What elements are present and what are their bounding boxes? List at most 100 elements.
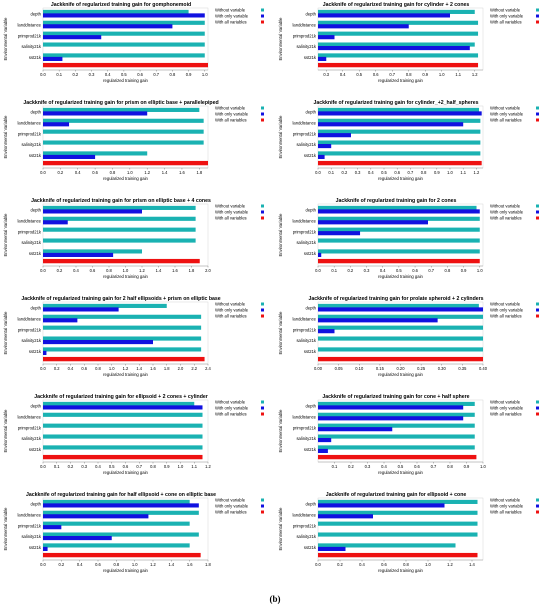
category-label-depth: depth — [306, 306, 317, 311]
bar-with-only-depth — [318, 307, 483, 312]
bar-without-landdistance — [43, 20, 205, 25]
legend-label-with-all-variables: With all variables — [215, 118, 247, 123]
jackknife-chart-12: Jackknife of regularized training gain f… — [278, 490, 550, 590]
bar-with-only-sst21k — [318, 56, 327, 62]
x-tick-label: 1.2 — [447, 562, 453, 567]
bar-without-depth — [318, 9, 475, 14]
bar-with-only-depth — [318, 405, 464, 410]
category-label-landdistance: landdistance — [292, 316, 316, 321]
x-tick-label: 1.0 — [202, 72, 208, 77]
legend-label-with-only-variable: With only variable — [490, 406, 524, 411]
bar-with-only-landdistance — [43, 24, 173, 29]
y-axis-label: Environmental Variable — [278, 115, 283, 159]
x-tick-label: 0.15 — [376, 366, 385, 371]
x-tick-label: 0.0 — [40, 170, 46, 175]
x-tick-label: 0.2 — [73, 72, 79, 77]
bar-with-only-primprod21k — [318, 35, 335, 40]
x-tick-label: 1.6 — [172, 268, 178, 273]
x-tick-label: 0.1 — [54, 464, 60, 469]
bar-with-only-salinity21k — [318, 437, 332, 443]
x-tick-label: 0.4 — [75, 170, 81, 175]
category-label-salinity21k: salinity21k — [296, 142, 316, 147]
bar-without-sst21k — [318, 53, 479, 58]
legend-swatch-with-only-variable — [261, 14, 264, 18]
chart-title: Jackknife of regularized training gain f… — [313, 100, 478, 106]
category-label-primprod21k: primprod21k — [293, 327, 317, 332]
bar-without-depth — [318, 499, 478, 504]
x-tick-label: 0.8 — [445, 268, 451, 273]
x-tick-label: 0.2 — [342, 170, 348, 175]
bar-without-sst21k — [318, 445, 475, 450]
x-tick-label: 2.4 — [205, 366, 211, 371]
bar-without-landdistance — [318, 314, 483, 319]
legend-swatch-without-variable — [536, 8, 539, 12]
bar-with-only-primprod21k — [318, 231, 361, 236]
legend-swatch-with-all-variables — [536, 314, 539, 318]
legend-swatch-without-variable — [536, 400, 539, 404]
x-tick-label: 1.0 — [127, 170, 133, 175]
bar-with-all-variables — [43, 258, 200, 264]
y-axis-label: Environmental Variable — [3, 507, 8, 551]
x-tick-label: 0.4 — [77, 562, 83, 567]
bar-with-only-landdistance — [318, 416, 464, 421]
legend-label-without-variable: Without variable — [490, 400, 521, 405]
bar-with-only-sst21k — [318, 154, 325, 160]
x-axis-label: regularized training gain — [378, 274, 423, 279]
chart-title: Jackknife of regularized training gain f… — [322, 394, 469, 400]
bar-with-only-primprod21k — [43, 35, 102, 40]
jackknife-chart-4: Jackknife of regularized training gain f… — [278, 98, 550, 198]
x-tick-label: 0.2 — [348, 464, 354, 469]
legend-swatch-with-all-variables — [261, 314, 264, 318]
bar-without-landdistance — [318, 510, 478, 515]
x-tick-label: 0.05 — [335, 366, 344, 371]
x-tick-label: 0.5 — [356, 72, 362, 77]
x-tick-label: 0.6 — [373, 72, 379, 77]
category-label-sst21k: sst21k — [304, 349, 317, 354]
x-tick-label: 0.2 — [58, 562, 64, 567]
category-label-primprod21k: primprod21k — [18, 327, 42, 332]
x-axis-label: regularized training gain — [103, 372, 148, 377]
bar-with-all-variables — [318, 356, 483, 362]
bar-with-only-depth — [318, 13, 450, 18]
x-tick-label: 0.0 — [40, 464, 46, 469]
bar-without-primprod21k — [43, 423, 203, 428]
x-tick-label: 0.00 — [314, 366, 323, 371]
x-tick-label: 1.0 — [480, 464, 486, 469]
legend-swatch-without-variable — [536, 302, 539, 306]
bar-with-only-sst21k — [318, 448, 328, 454]
legend-swatch-with-only-variable — [261, 308, 264, 312]
bar-with-only-salinity21k — [318, 45, 470, 51]
category-label-primprod21k: primprod21k — [18, 425, 42, 430]
x-axis-label: regularized training gain — [378, 176, 423, 181]
chart-title: Jackknife of regularized training gain f… — [326, 492, 467, 498]
x-axis-label: regularized training gain — [103, 470, 148, 475]
legend-label-without-variable: Without variable — [215, 106, 246, 111]
legend-label-with-only-variable: With only variable — [490, 308, 524, 313]
legend-label-with-all-variables: With all variables — [490, 20, 522, 25]
x-tick-label: 1.2 — [144, 170, 150, 175]
legend-swatch-with-all-variables — [261, 510, 264, 514]
bar-without-landdistance — [43, 510, 199, 515]
jackknife-chart-9: Jackknife of regularized training gain f… — [3, 392, 278, 492]
x-tick-label: 0.6 — [95, 562, 101, 567]
bar-with-only-primprod21k — [318, 133, 351, 138]
legend-swatch-without-variable — [261, 204, 264, 208]
category-label-landdistance: landdistance — [17, 414, 41, 419]
bar-without-depth — [43, 499, 190, 504]
x-tick-label: 0.0 — [40, 72, 46, 77]
x-tick-label: 0.7 — [431, 464, 437, 469]
chart-title: Jackknife of regularized training gain f… — [26, 492, 216, 498]
x-axis-label: regularized training gain — [103, 568, 148, 573]
x-tick-label: 2.0 — [205, 268, 211, 273]
legend-label-without-variable: Without variable — [490, 106, 521, 111]
category-label-depth: depth — [306, 208, 317, 213]
jackknife-chart-10: Jackknife of regularized training gain f… — [278, 392, 550, 492]
bar-without-sst21k — [318, 151, 481, 156]
bar-without-primprod21k — [43, 521, 190, 526]
legend-swatch-with-all-variables — [261, 20, 264, 24]
legend-label-with-only-variable: With only variable — [490, 504, 524, 509]
x-tick-label: 0.7 — [428, 268, 434, 273]
legend-label-with-only-variable: With only variable — [215, 210, 249, 215]
bar-with-only-landdistance — [318, 318, 438, 323]
jackknife-chart-7: Jackknife of regularized training gain f… — [3, 294, 278, 394]
